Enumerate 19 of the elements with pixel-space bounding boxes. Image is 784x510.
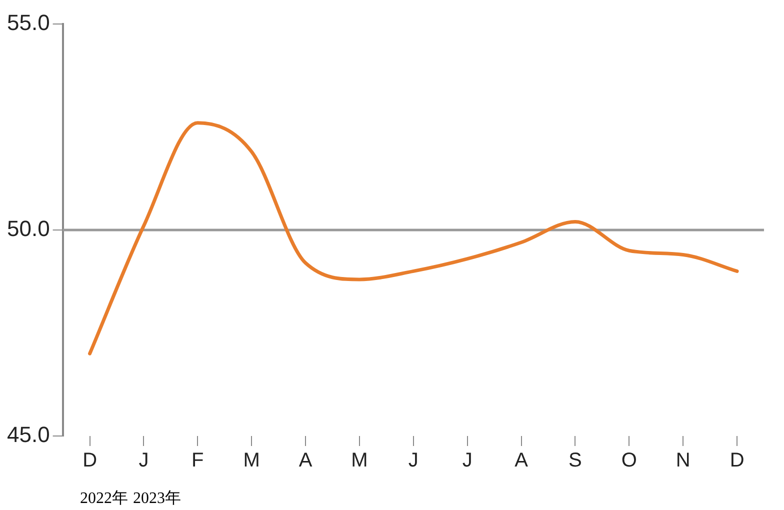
- y-tick-label: 45.0: [6, 422, 50, 448]
- line-series: [88, 121, 739, 356]
- x-tick-label: J: [138, 450, 149, 472]
- x-tick-label: F: [192, 450, 204, 472]
- x-tick-label: J: [408, 450, 418, 472]
- x-tick-label: J: [462, 450, 472, 472]
- x-tick-label: S: [568, 450, 582, 472]
- y-tick-label: 50.0: [6, 216, 50, 242]
- text: 2022年: [80, 490, 128, 507]
- x-tick-label: O: [621, 450, 637, 472]
- x-tick-label: D: [82, 450, 98, 472]
- x-tick-label: M: [351, 450, 368, 472]
- text: 2023年: [133, 490, 181, 507]
- x-tick-label: A: [298, 450, 313, 472]
- x-tick-label: D: [730, 450, 744, 472]
- x-tick-label: N: [676, 450, 690, 472]
- x-tick-label: M: [243, 450, 260, 472]
- y-tick-label: 55.0: [6, 10, 50, 36]
- x-tick-label: A: [514, 450, 529, 472]
